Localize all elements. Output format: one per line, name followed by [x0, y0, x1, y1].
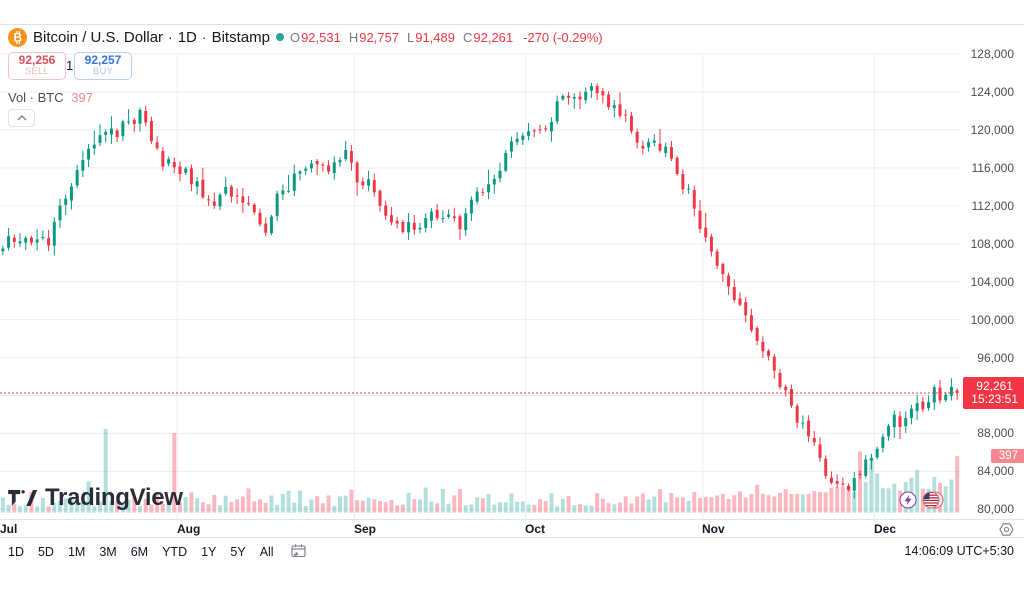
svg-text:B: B [14, 30, 23, 44]
